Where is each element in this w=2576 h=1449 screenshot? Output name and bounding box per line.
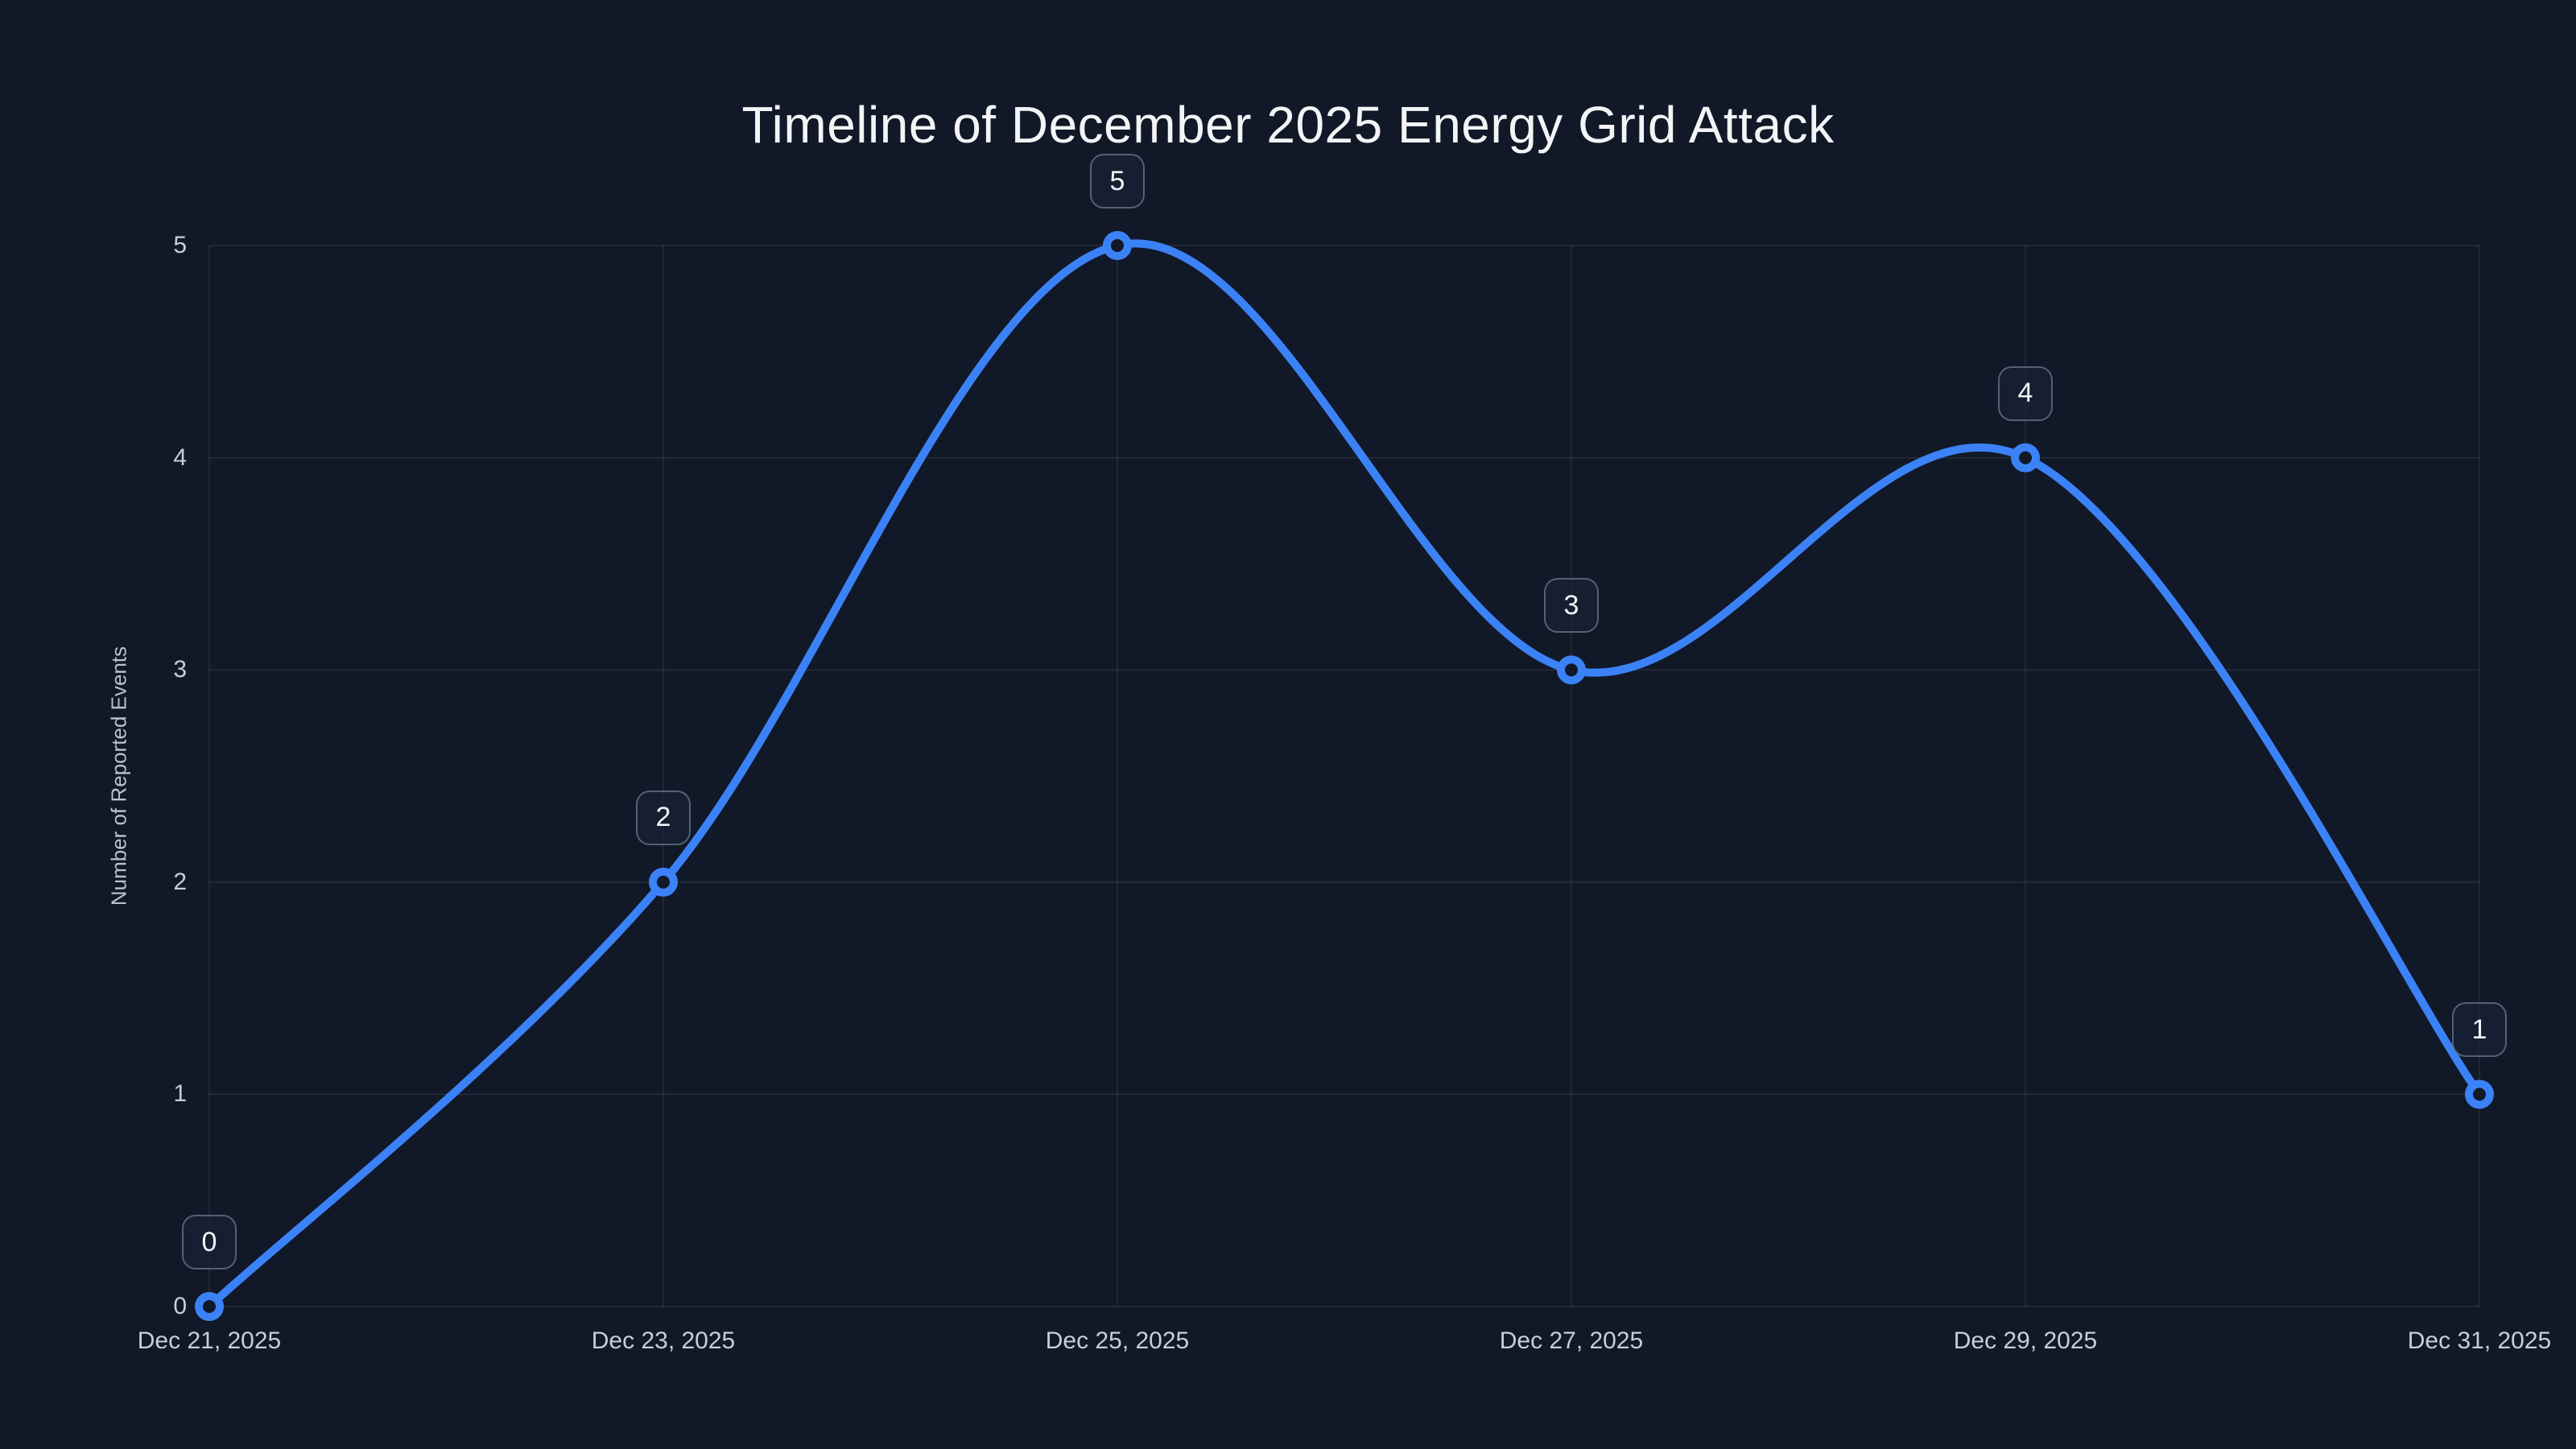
x-tick-label: Dec 25, 2025 <box>1045 1327 1190 1354</box>
x-tick-label: Dec 21, 2025 <box>137 1327 282 1354</box>
x-tick-label: Dec 29, 2025 <box>1953 1327 2098 1354</box>
point-label-badge: 3 <box>1544 578 1599 634</box>
x-tick-label: Dec 23, 2025 <box>591 1327 736 1354</box>
series-line <box>205 239 2483 1311</box>
data-point-marker[interactable] <box>2011 443 2040 473</box>
y-tick-label: 4 <box>173 444 187 471</box>
y-tick-label: 1 <box>173 1080 187 1108</box>
y-tick-label: 0 <box>173 1293 187 1319</box>
data-point-marker[interactable] <box>1557 655 1586 685</box>
data-point-marker[interactable] <box>2465 1080 2494 1109</box>
y-tick-label: 3 <box>173 656 187 683</box>
data-point-marker[interactable] <box>195 1292 224 1321</box>
point-label-badge: 2 <box>636 790 691 845</box>
x-tick-label: Dec 31, 2025 <box>2407 1327 2552 1354</box>
chart-title: Timeline of December 2025 Energy Grid At… <box>741 96 1835 154</box>
point-label-badge: 0 <box>182 1215 237 1269</box>
x-tick-label: Dec 27, 2025 <box>1499 1327 1644 1354</box>
y-tick-label: 5 <box>173 232 187 258</box>
y-tick-label: 2 <box>173 868 187 895</box>
point-label-badge: 5 <box>1090 154 1145 208</box>
point-label-badge: 4 <box>1998 365 2053 421</box>
point-label-badge: 1 <box>2452 1002 2507 1058</box>
data-point-marker[interactable] <box>1103 231 1132 260</box>
data-point-marker[interactable] <box>649 867 678 897</box>
